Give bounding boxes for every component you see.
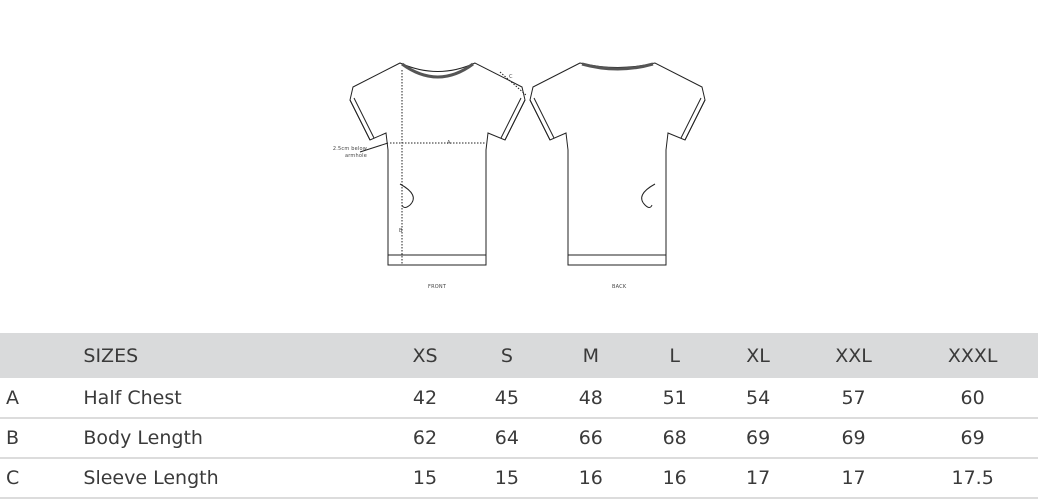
row-letter: A	[6, 386, 19, 409]
row-value: 17.5	[951, 467, 994, 489]
row-value: 48	[578, 386, 603, 409]
header-size: L	[669, 344, 680, 367]
header-size: XXL	[835, 344, 872, 367]
table-row: C Sleeve Length 15 15 16 16 17 17 17.5	[0, 458, 1038, 498]
front-label: FRONT	[428, 284, 447, 290]
row-value: 69	[841, 427, 866, 449]
row-value: 16	[662, 467, 687, 489]
header-letter	[0, 333, 83, 378]
row-value: 69	[960, 427, 985, 449]
row-value: 57	[841, 386, 866, 409]
marker-a: A	[447, 140, 451, 146]
row-value: 51	[662, 386, 687, 409]
row-value: 16	[578, 467, 603, 489]
header-size: XS	[412, 344, 438, 367]
row-measurement: Body Length	[83, 427, 203, 449]
row-measurement: Sleeve Length	[83, 467, 219, 489]
header-size: XXXL	[947, 344, 998, 367]
table-row: B Body Length 62 64 66 68 69 69 69	[0, 418, 1038, 458]
size-chart-table: SIZES XS S M L XL XXL XXXL A Half Chest 42…	[0, 333, 1038, 499]
row-value: 68	[662, 427, 687, 449]
row-value: 54	[745, 386, 771, 409]
row-value: 60	[960, 386, 985, 409]
tshirt-diagram: 2.5cm below armhole A B C FRONT BACK	[320, 50, 720, 300]
row-value: 15	[494, 467, 519, 489]
header-sizes: SIZES	[83, 344, 139, 367]
row-value: 17	[841, 467, 866, 489]
row-measurement: Half Chest	[83, 386, 182, 409]
marker-b: B	[399, 228, 403, 234]
armhole-note: 2.5cm below armhole	[332, 146, 367, 159]
row-value: 42	[412, 386, 438, 409]
row-letter: B	[6, 427, 20, 449]
table-row: A Half Chest 42 45 48 51 54 57 60	[0, 378, 1038, 418]
row-value: 62	[412, 427, 438, 449]
row-letter: C	[6, 467, 20, 489]
back-label: BACK	[612, 284, 627, 290]
header-size: XL	[746, 344, 770, 367]
tshirt-back-drawing	[529, 62, 706, 266]
row-value: 17	[745, 467, 771, 489]
row-value: 66	[578, 427, 603, 449]
header-size: S	[500, 344, 513, 367]
marker-c: C	[509, 74, 513, 80]
tshirt-front-drawing	[349, 62, 527, 266]
header-size: M	[582, 344, 599, 367]
table-header-row: SIZES XS S M L XL XXL XXXL	[0, 333, 1038, 378]
row-value: 69	[745, 427, 771, 449]
row-value: 64	[494, 427, 519, 449]
row-value: 45	[494, 386, 519, 409]
row-value: 15	[412, 467, 438, 489]
